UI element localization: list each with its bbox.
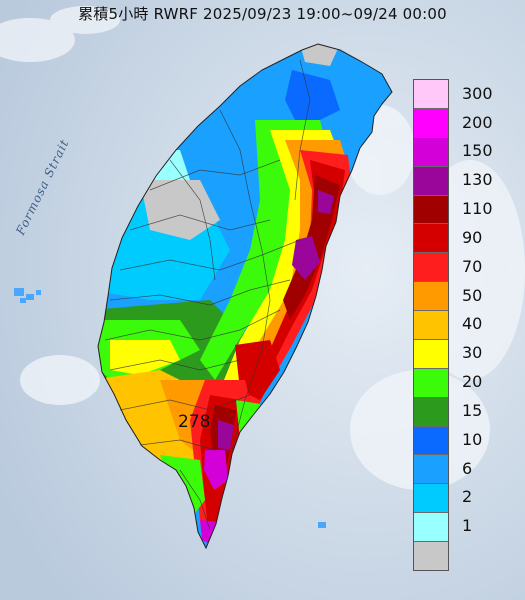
legend-swatch — [414, 368, 448, 398]
legend-swatch — [414, 108, 448, 138]
legend-label: 110 — [462, 199, 493, 219]
township-boundaries — [104, 59, 311, 531]
legend-swatch — [414, 166, 448, 196]
legend-labels: 300 200 150 130 110 90 70 50 40 30 20 15… — [462, 79, 512, 569]
legend-swatch — [414, 542, 448, 570]
legend-label: 20 — [462, 372, 483, 392]
max-rainfall-label: 278 — [178, 412, 211, 432]
legend-label: 15 — [462, 400, 483, 420]
legend-label: 300 — [462, 83, 493, 103]
legend-label: 130 — [462, 170, 493, 190]
legend-label-spacer — [462, 540, 512, 569]
legend-label: 200 — [462, 112, 493, 132]
legend-swatch — [414, 80, 448, 109]
legend-swatch — [414, 137, 448, 167]
legend-label: 2 — [462, 487, 473, 507]
map-title: 累積5小時 RWRF 2025/09/23 19:00~09/24 00:00 — [78, 5, 447, 23]
legend-label: 10 — [462, 429, 483, 449]
legend-label: 90 — [462, 227, 483, 247]
legend-swatch — [414, 426, 448, 456]
legend-label: 70 — [462, 256, 483, 276]
legend-swatch — [414, 455, 448, 485]
legend-swatch — [414, 311, 448, 340]
legend-swatch — [414, 195, 448, 225]
legend-swatch — [414, 253, 448, 283]
legend-label: 40 — [462, 314, 483, 334]
legend-label: 6 — [462, 458, 473, 478]
sea-speckles — [14, 288, 326, 528]
legend-swatch — [414, 282, 448, 311]
legend-label: 30 — [462, 343, 483, 363]
legend-swatch — [414, 513, 448, 542]
legend-swatch — [414, 339, 448, 369]
legend-label: 1 — [462, 516, 473, 536]
legend-label: 50 — [462, 285, 483, 305]
legend-swatch — [414, 224, 448, 254]
color-legend — [413, 79, 449, 571]
island-outline — [97, 43, 393, 550]
legend-swatch — [414, 484, 448, 514]
legend-swatch — [414, 397, 448, 427]
legend-label: 150 — [462, 141, 493, 161]
